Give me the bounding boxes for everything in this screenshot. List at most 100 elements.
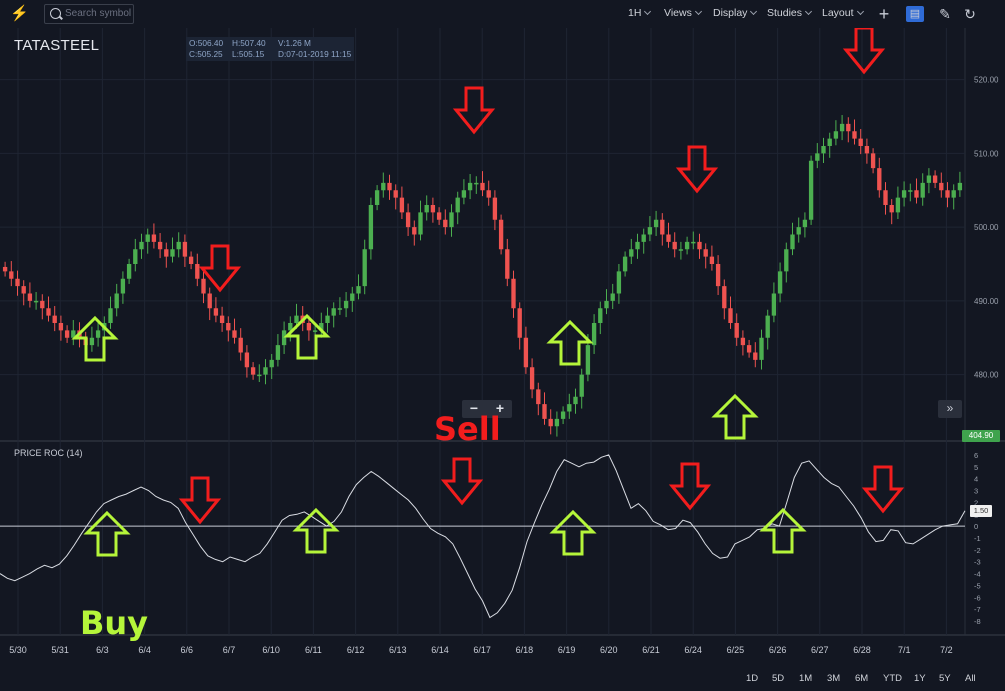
- candle-body: [474, 182, 479, 185]
- roc-line: [0, 454, 966, 619]
- roc-tick-label: -3: [974, 558, 981, 567]
- candle-body: [715, 264, 721, 287]
- chevron-down-icon: [750, 7, 758, 16]
- candle-body: [226, 323, 231, 331]
- candle-body: [263, 367, 268, 375]
- candle-body: [164, 249, 169, 257]
- range-1d[interactable]: 1D: [746, 673, 759, 684]
- candle-body: [647, 227, 653, 235]
- range-ytd[interactable]: YTD: [883, 673, 902, 684]
- roc-tick-label: -7: [974, 605, 981, 614]
- candle-body: [827, 138, 832, 146]
- candle-body: [529, 367, 535, 390]
- low-value: L:505.15: [232, 49, 265, 59]
- candle-body: [182, 241, 188, 257]
- range-3m[interactable]: 3M: [827, 673, 841, 684]
- indicator-label[interactable]: PRICE ROC (14): [14, 448, 83, 458]
- date-tick-label: 5/31: [51, 645, 69, 655]
- zoom-out-button[interactable]: −: [469, 400, 479, 416]
- pencil-draw-icon[interactable]: ✎: [939, 6, 951, 22]
- candle-body: [9, 271, 14, 279]
- range-1m[interactable]: 1M: [799, 673, 813, 684]
- candle-body: [616, 271, 622, 294]
- candle-body: [40, 300, 45, 309]
- candle-body: [957, 182, 963, 191]
- candle-body: [15, 278, 20, 287]
- candle-body: [889, 205, 894, 213]
- last-roc-tag: 1.50: [970, 505, 992, 517]
- views-label: Views: [664, 7, 692, 19]
- date-tick-label: 6/24: [684, 645, 702, 655]
- roc-tick-label: -2: [974, 546, 981, 555]
- layout-menu[interactable]: Layout: [822, 7, 864, 19]
- candle-body: [560, 411, 566, 419]
- roc-series-line: [0, 454, 966, 619]
- candle-body: [157, 241, 163, 250]
- candle-body: [449, 212, 454, 228]
- candle-body: [691, 241, 696, 244]
- studies-menu[interactable]: Studies: [767, 7, 813, 19]
- candle-body: [796, 227, 801, 235]
- candle-body: [2, 266, 8, 272]
- roc-tick-label: 6: [974, 451, 978, 460]
- display-menu[interactable]: Display: [713, 7, 758, 19]
- candle-body: [548, 418, 553, 427]
- candle-body: [486, 190, 491, 198]
- interval-menu[interactable]: 1H: [628, 7, 652, 19]
- range-1y[interactable]: 1Y: [914, 673, 926, 684]
- interval-label: 1H: [628, 7, 642, 19]
- last-price-tag: 404.90: [962, 430, 1000, 442]
- price-tick-label: 520.00: [974, 76, 999, 85]
- scroll-to-latest-button[interactable]: »: [938, 400, 962, 418]
- range-all[interactable]: All: [965, 673, 976, 684]
- candle-body: [920, 182, 925, 198]
- candle-body: [381, 182, 386, 191]
- buy-arrow-icon: [71, 315, 119, 362]
- lightning-logo-icon[interactable]: ⚡: [10, 5, 29, 22]
- candle-body: [343, 300, 349, 309]
- candle-body: [746, 345, 752, 353]
- candle-body: [430, 205, 436, 213]
- date-tick-label: 6/27: [811, 645, 829, 655]
- candle-body: [139, 241, 144, 250]
- search-placeholder: Search symbol: [65, 8, 132, 19]
- range-5y[interactable]: 5Y: [939, 673, 951, 684]
- refresh-icon[interactable]: ↻: [964, 6, 976, 22]
- buy-arrow-icon: [292, 507, 340, 554]
- sell-arrow-icon: [440, 457, 484, 506]
- candle-body: [877, 168, 882, 191]
- candle-body: [852, 131, 857, 139]
- candle-body: [46, 308, 51, 316]
- candle-body: [833, 131, 839, 139]
- candle-body: [325, 315, 330, 323]
- candle-body: [728, 308, 733, 323]
- buy-arrow-icon: [711, 393, 759, 440]
- crosshair-plus-icon[interactable]: +: [878, 4, 890, 24]
- roc-tick-label: 2: [974, 498, 978, 507]
- candle-body: [331, 308, 336, 316]
- candle-body: [846, 123, 851, 132]
- price-candles: [2, 115, 963, 437]
- roc-tick-label: -1: [974, 534, 981, 543]
- date-tick-label: 6/17: [473, 645, 491, 655]
- roc-tick-label: -6: [974, 593, 981, 602]
- candle-body: [89, 337, 95, 346]
- symbol-search-input[interactable]: Search symbol: [44, 4, 134, 24]
- candle-body: [492, 197, 498, 220]
- date-tick-label: 6/18: [516, 645, 534, 655]
- views-menu[interactable]: Views: [664, 7, 702, 19]
- roc-tick-label: 4: [974, 475, 978, 484]
- range-6m[interactable]: 6M: [855, 673, 869, 684]
- buy-arrow-icon: [546, 319, 594, 366]
- candle-body: [244, 352, 250, 368]
- open-value: O:506.40: [189, 38, 224, 48]
- layout-label: Layout: [822, 7, 854, 19]
- candle-body: [405, 212, 411, 228]
- candle-body: [542, 404, 547, 419]
- comment-icon[interactable]: ▤: [906, 6, 924, 22]
- candle-body: [939, 182, 944, 191]
- candle-body: [443, 219, 448, 228]
- zoom-in-button[interactable]: +: [495, 400, 505, 416]
- range-5d[interactable]: 5D: [772, 673, 785, 684]
